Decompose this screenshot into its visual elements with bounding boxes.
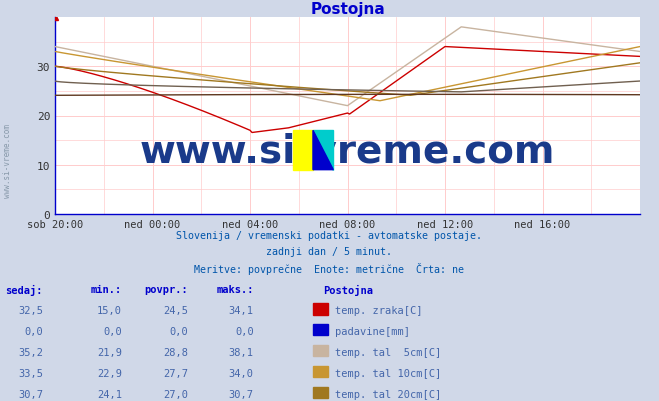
- Text: 0,0: 0,0: [103, 326, 122, 336]
- Text: Meritve: povprečne  Enote: metrične  Črta: ne: Meritve: povprečne Enote: metrične Črta:…: [194, 263, 465, 275]
- Text: 0,0: 0,0: [235, 326, 254, 336]
- Text: maks.:: maks.:: [216, 285, 254, 295]
- Text: 35,2: 35,2: [18, 347, 43, 357]
- Text: temp. zraka[C]: temp. zraka[C]: [335, 306, 422, 316]
- Text: 32,5: 32,5: [18, 306, 43, 316]
- Polygon shape: [313, 131, 333, 170]
- Polygon shape: [313, 131, 333, 170]
- Text: 0,0: 0,0: [24, 326, 43, 336]
- Text: temp. tal  5cm[C]: temp. tal 5cm[C]: [335, 347, 441, 357]
- Text: www.si-vreme.com: www.si-vreme.com: [3, 124, 13, 197]
- Text: 21,9: 21,9: [97, 347, 122, 357]
- Text: temp. tal 10cm[C]: temp. tal 10cm[C]: [335, 368, 441, 378]
- Text: 24,1: 24,1: [97, 389, 122, 399]
- Text: 0,0: 0,0: [169, 326, 188, 336]
- Bar: [293, 131, 313, 170]
- Text: 38,1: 38,1: [229, 347, 254, 357]
- Text: 34,1: 34,1: [229, 306, 254, 316]
- Text: 27,7: 27,7: [163, 368, 188, 378]
- Text: 30,7: 30,7: [229, 389, 254, 399]
- Text: 22,9: 22,9: [97, 368, 122, 378]
- Text: Slovenija / vremenski podatki - avtomatske postaje.: Slovenija / vremenski podatki - avtomats…: [177, 231, 482, 241]
- Text: padavine[mm]: padavine[mm]: [335, 326, 410, 336]
- Text: 15,0: 15,0: [97, 306, 122, 316]
- Text: Postojna: Postojna: [323, 285, 373, 296]
- Text: temp. tal 20cm[C]: temp. tal 20cm[C]: [335, 389, 441, 399]
- Text: 33,5: 33,5: [18, 368, 43, 378]
- Text: zadnji dan / 5 minut.: zadnji dan / 5 minut.: [266, 247, 393, 257]
- Text: min.:: min.:: [91, 285, 122, 295]
- Text: 28,8: 28,8: [163, 347, 188, 357]
- Text: povpr.:: povpr.:: [144, 285, 188, 295]
- Text: 30,7: 30,7: [18, 389, 43, 399]
- Title: Postojna: Postojna: [310, 2, 385, 17]
- Text: sedaj:: sedaj:: [5, 285, 43, 296]
- Text: 24,5: 24,5: [163, 306, 188, 316]
- Text: 27,0: 27,0: [163, 389, 188, 399]
- Text: 34,0: 34,0: [229, 368, 254, 378]
- Text: www.si-vreme.com: www.si-vreme.com: [140, 133, 556, 170]
